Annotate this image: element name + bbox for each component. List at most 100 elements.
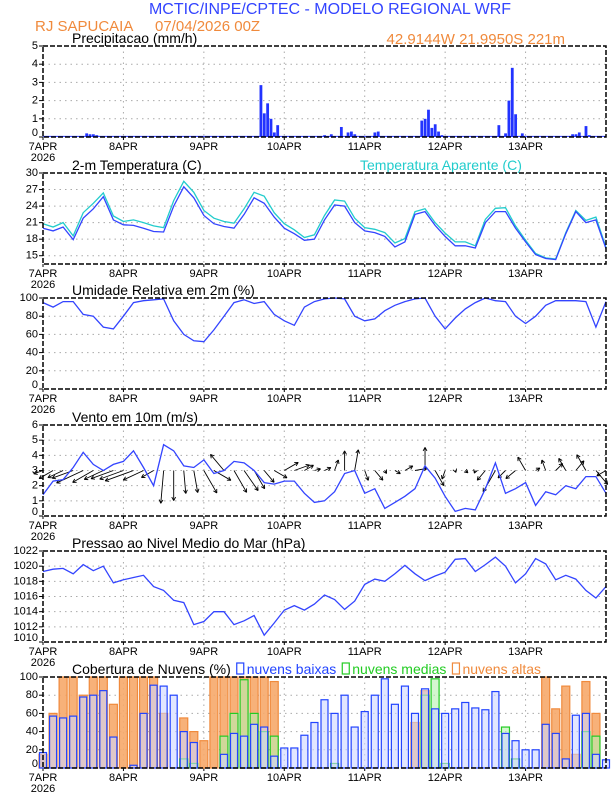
wind-vector-shaft bbox=[434, 470, 445, 486]
wind-vector-head bbox=[90, 478, 96, 480]
y-tick-label: 1 bbox=[32, 113, 38, 125]
precip-bar bbox=[339, 126, 343, 137]
y-tick-label: 0 bbox=[32, 506, 38, 518]
wind-vector-head bbox=[422, 447, 426, 452]
cloud-bar-nuvens-baixas bbox=[310, 721, 319, 769]
wind-vector-head bbox=[210, 453, 215, 457]
panel-3: 01 2 3 4 5 6 7APR 8APR 9APR 10APR 11APR 12APR 13APR 2… bbox=[29, 409, 609, 543]
wind-vector bbox=[171, 470, 177, 501]
cloud-bar-nuvens-baixas bbox=[420, 688, 430, 769]
wind-vector-shaft bbox=[274, 470, 288, 479]
wind-vector-shaft bbox=[441, 470, 446, 480]
x-tick-label: 9APR bbox=[189, 520, 218, 532]
cloud-bar-nuvens-baixas bbox=[571, 714, 580, 769]
cloud-bar-nuvens-baixas bbox=[410, 712, 420, 769]
cloud-bar-nuvens-baixas bbox=[250, 723, 259, 769]
wind-vector-shaft bbox=[517, 456, 526, 471]
x-tick-label: 10APR bbox=[267, 141, 302, 153]
plot-frame bbox=[42, 45, 607, 138]
cloud-bar-nuvens-baixas bbox=[390, 703, 399, 769]
wind-vector-head bbox=[474, 470, 478, 474]
x-tick-label: 10APR bbox=[267, 393, 302, 405]
x-tick-label: 12APR bbox=[428, 520, 463, 532]
wind-vector-shaft bbox=[90, 470, 114, 480]
wind-vector bbox=[434, 470, 445, 487]
series-line-0 bbox=[42, 556, 607, 637]
cloud-bar-nuvens-baixas bbox=[591, 753, 601, 769]
x-tick-label: 10APR bbox=[267, 646, 302, 658]
legend-box-icon bbox=[236, 662, 245, 675]
x-tick-label: 9APR bbox=[189, 772, 218, 784]
wind-vector-shaft bbox=[404, 465, 414, 471]
x-tick-label: 13APR bbox=[508, 520, 543, 532]
wind-vector-head bbox=[99, 475, 103, 480]
wind-vector bbox=[354, 449, 361, 471]
wind-vector-shaft bbox=[284, 462, 299, 471]
cloud-bar-nuvens-baixas bbox=[541, 723, 550, 769]
wind-vector-shaft bbox=[324, 467, 332, 471]
wind-vector bbox=[364, 470, 370, 481]
legend-apparent-temp: Temperatura Aparente (C) bbox=[360, 157, 522, 173]
wind-vector-head bbox=[47, 474, 51, 478]
x-tick-label: 9APR bbox=[189, 141, 218, 153]
wind-vector-head bbox=[210, 454, 212, 459]
y-tick-label: 60 bbox=[26, 328, 38, 340]
precip-bar bbox=[259, 85, 263, 137]
wind-vector-head bbox=[357, 449, 361, 454]
y-tick-label: 0 bbox=[32, 127, 38, 139]
precip-bar bbox=[507, 100, 511, 137]
wind-vector bbox=[324, 466, 332, 472]
wind-vector-shaft bbox=[497, 470, 506, 479]
wind-vector-shaft bbox=[476, 470, 486, 481]
wind-vector-shaft bbox=[374, 470, 384, 481]
wind-vector-head bbox=[171, 496, 175, 501]
precip-bar bbox=[272, 132, 276, 137]
cloud-bar-nuvens-baixas bbox=[370, 694, 379, 769]
x-year-label: 2026 bbox=[31, 152, 55, 164]
x-tick-label: 7APR bbox=[29, 268, 58, 280]
y-tick-label: 80 bbox=[26, 689, 38, 701]
panel-5: 0 20 40 60 80 100 7APR 8APR 9APR 10APR 11APR 12APR 1… bbox=[20, 661, 611, 792]
wind-vector-head bbox=[382, 471, 387, 474]
precip-bar bbox=[329, 134, 333, 137]
wind-vector-head bbox=[378, 478, 384, 481]
y-tick-label: 20 bbox=[26, 365, 38, 377]
legend-box-icon bbox=[341, 662, 350, 675]
wind-vector-head bbox=[295, 462, 299, 467]
panel-title: 2-m Temperatura (C) bbox=[72, 157, 202, 173]
y-tick-label: 0 bbox=[32, 758, 38, 770]
wind-vector-head bbox=[83, 475, 88, 480]
y-tick-label: 30 bbox=[26, 167, 38, 179]
wind-vector-head bbox=[606, 480, 609, 485]
wind-vector bbox=[540, 459, 547, 471]
wind-vector-head bbox=[537, 467, 541, 472]
wind-vector-head bbox=[194, 489, 199, 493]
wind-vector-head bbox=[316, 467, 321, 470]
y-tick-label: 5 bbox=[32, 40, 38, 52]
precip-bar bbox=[577, 132, 581, 137]
wind-vector-head bbox=[463, 471, 469, 474]
y-tick-label: 5 bbox=[32, 434, 38, 446]
wind-vector-head bbox=[306, 464, 310, 469]
wind-vector bbox=[183, 470, 188, 494]
y-tick-label: 60 bbox=[26, 707, 38, 719]
wind-vector bbox=[473, 469, 478, 474]
wind-vector-head bbox=[576, 454, 581, 458]
wind-vector-shaft bbox=[99, 470, 124, 480]
wind-vector-head bbox=[367, 476, 370, 481]
cloud-bar-nuvens-baixas bbox=[430, 708, 440, 769]
y-tick-label: 40 bbox=[26, 726, 38, 738]
series-line-0 bbox=[42, 297, 607, 343]
x-tick-label: 8APR bbox=[109, 393, 138, 405]
wind-vector bbox=[90, 470, 114, 480]
wind-vector-head bbox=[410, 465, 414, 470]
wind-vector-head bbox=[424, 447, 428, 452]
wind-vector-head bbox=[99, 478, 104, 481]
wind-vector bbox=[558, 457, 567, 471]
wind-vector-head bbox=[596, 472, 600, 476]
cloud-bar-nuvens-baixas bbox=[461, 701, 470, 769]
wind-vector-shaft bbox=[160, 470, 165, 504]
y-tick-label: 1012 bbox=[14, 621, 38, 633]
wind-vector bbox=[404, 465, 414, 471]
wind-vector-shaft bbox=[364, 470, 369, 481]
